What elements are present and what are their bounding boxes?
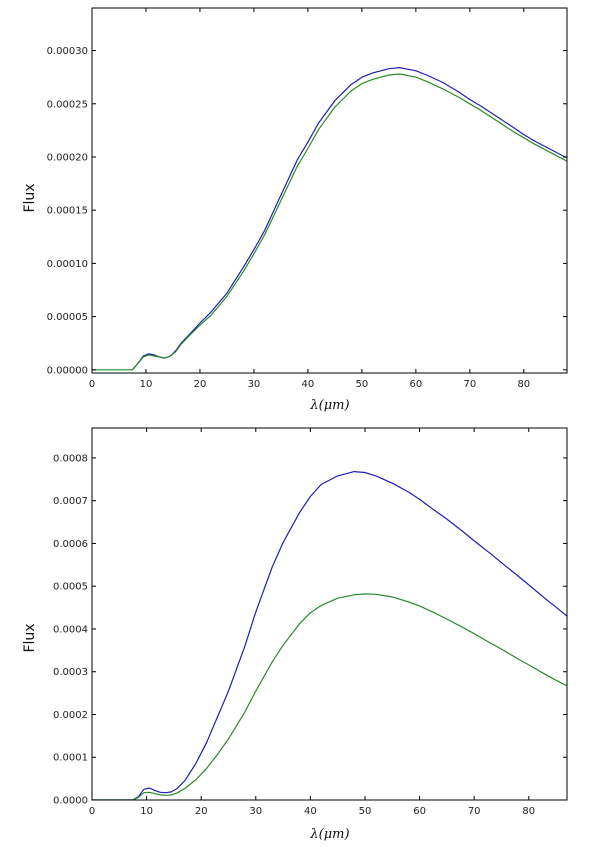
chart-top-x-tick-label: 70 <box>463 379 476 390</box>
chart-bottom-x-tick-label: 40 <box>304 806 317 817</box>
chart-bottom-x-tick-label: 20 <box>195 806 208 817</box>
chart-bottom-y-tick-label: 0.0004 <box>53 624 88 635</box>
chart-top-x-tick-label: 0 <box>89 379 95 390</box>
chart-bottom: Flux λ(μm) 0 10 20 30 40 50 60 70 80 0.0000 0.0001… <box>22 427 568 842</box>
chart-top-y-tick-label: 0.00005 <box>47 312 88 323</box>
chart-bottom-xlabel: λ(μm) <box>309 827 349 842</box>
chart-bottom-ylabel: Flux <box>22 623 38 652</box>
chart-bottom-x-tick-label: 10 <box>140 806 153 817</box>
chart-top-x-tick-label: 20 <box>194 379 207 390</box>
chart-top: Flux λ(μm) 0 10 20 30 40 50 60 70 80 0.00000 0.000… <box>22 7 568 413</box>
chart-top-y-tick-label: 0.00015 <box>47 206 88 217</box>
chart-top-series-group <box>92 67 567 371</box>
chart-bottom-x-tick-label: 30 <box>249 806 262 817</box>
chart-bottom-plot-frame <box>91 427 568 801</box>
chart-top-x-tick-label: 10 <box>140 379 153 390</box>
chart-bottom-y-tick-label: 0.0000 <box>53 796 88 807</box>
chart-top-plot-frame <box>91 7 568 374</box>
chart-bottom-x-tick-label: 60 <box>413 806 426 817</box>
chart-top-series-line-1 <box>131 67 567 371</box>
chart-bottom-y-tick-label: 0.0005 <box>53 582 88 593</box>
chart-bottom-y-tick-label: 0.0008 <box>53 453 88 464</box>
chart-bottom-series-line-1 <box>92 471 567 800</box>
chart-top-xlabel: λ(μm) <box>309 398 349 413</box>
chart-top-x-tick-label: 80 <box>517 379 530 390</box>
chart-bottom-x-tick-label: 70 <box>468 806 481 817</box>
chart-bottom-y-tick-label: 0.0001 <box>53 753 88 764</box>
chart-bottom-x-tick-label: 0 <box>89 806 95 817</box>
chart-top-y-tick-label: 0.00000 <box>47 365 88 376</box>
chart-bottom-y-tick-label: 0.0003 <box>53 667 88 678</box>
chart-top-y-tick-label: 0.00030 <box>47 46 88 57</box>
chart-top-y-tick-label: 0.00025 <box>47 99 88 110</box>
chart-top-ylabel: Flux <box>22 183 38 212</box>
chart-bottom-x-tick-label: 50 <box>359 806 372 817</box>
chart-top-x-tick-label: 60 <box>409 379 422 390</box>
chart-top-y-tick-label: 0.00010 <box>47 259 88 270</box>
chart-bottom-y-tick-label: 0.0002 <box>53 710 88 721</box>
chart-top-x-tick-label: 30 <box>248 379 261 390</box>
chart-bottom-y-tick-label: 0.0007 <box>53 496 88 507</box>
chart-bottom-series-group <box>92 471 567 800</box>
chart-bottom-y-tick-label: 0.0006 <box>53 539 88 550</box>
chart-top-x-tick-label: 50 <box>356 379 369 390</box>
chart-top-series-line-2 <box>92 73 567 371</box>
chart-bottom-x-tick-label: 80 <box>522 806 535 817</box>
chart-top-x-tick-label: 40 <box>302 379 315 390</box>
chart-top-y-tick-label: 0.00020 <box>47 152 88 163</box>
chart-bottom-series-line-2 <box>92 593 567 800</box>
